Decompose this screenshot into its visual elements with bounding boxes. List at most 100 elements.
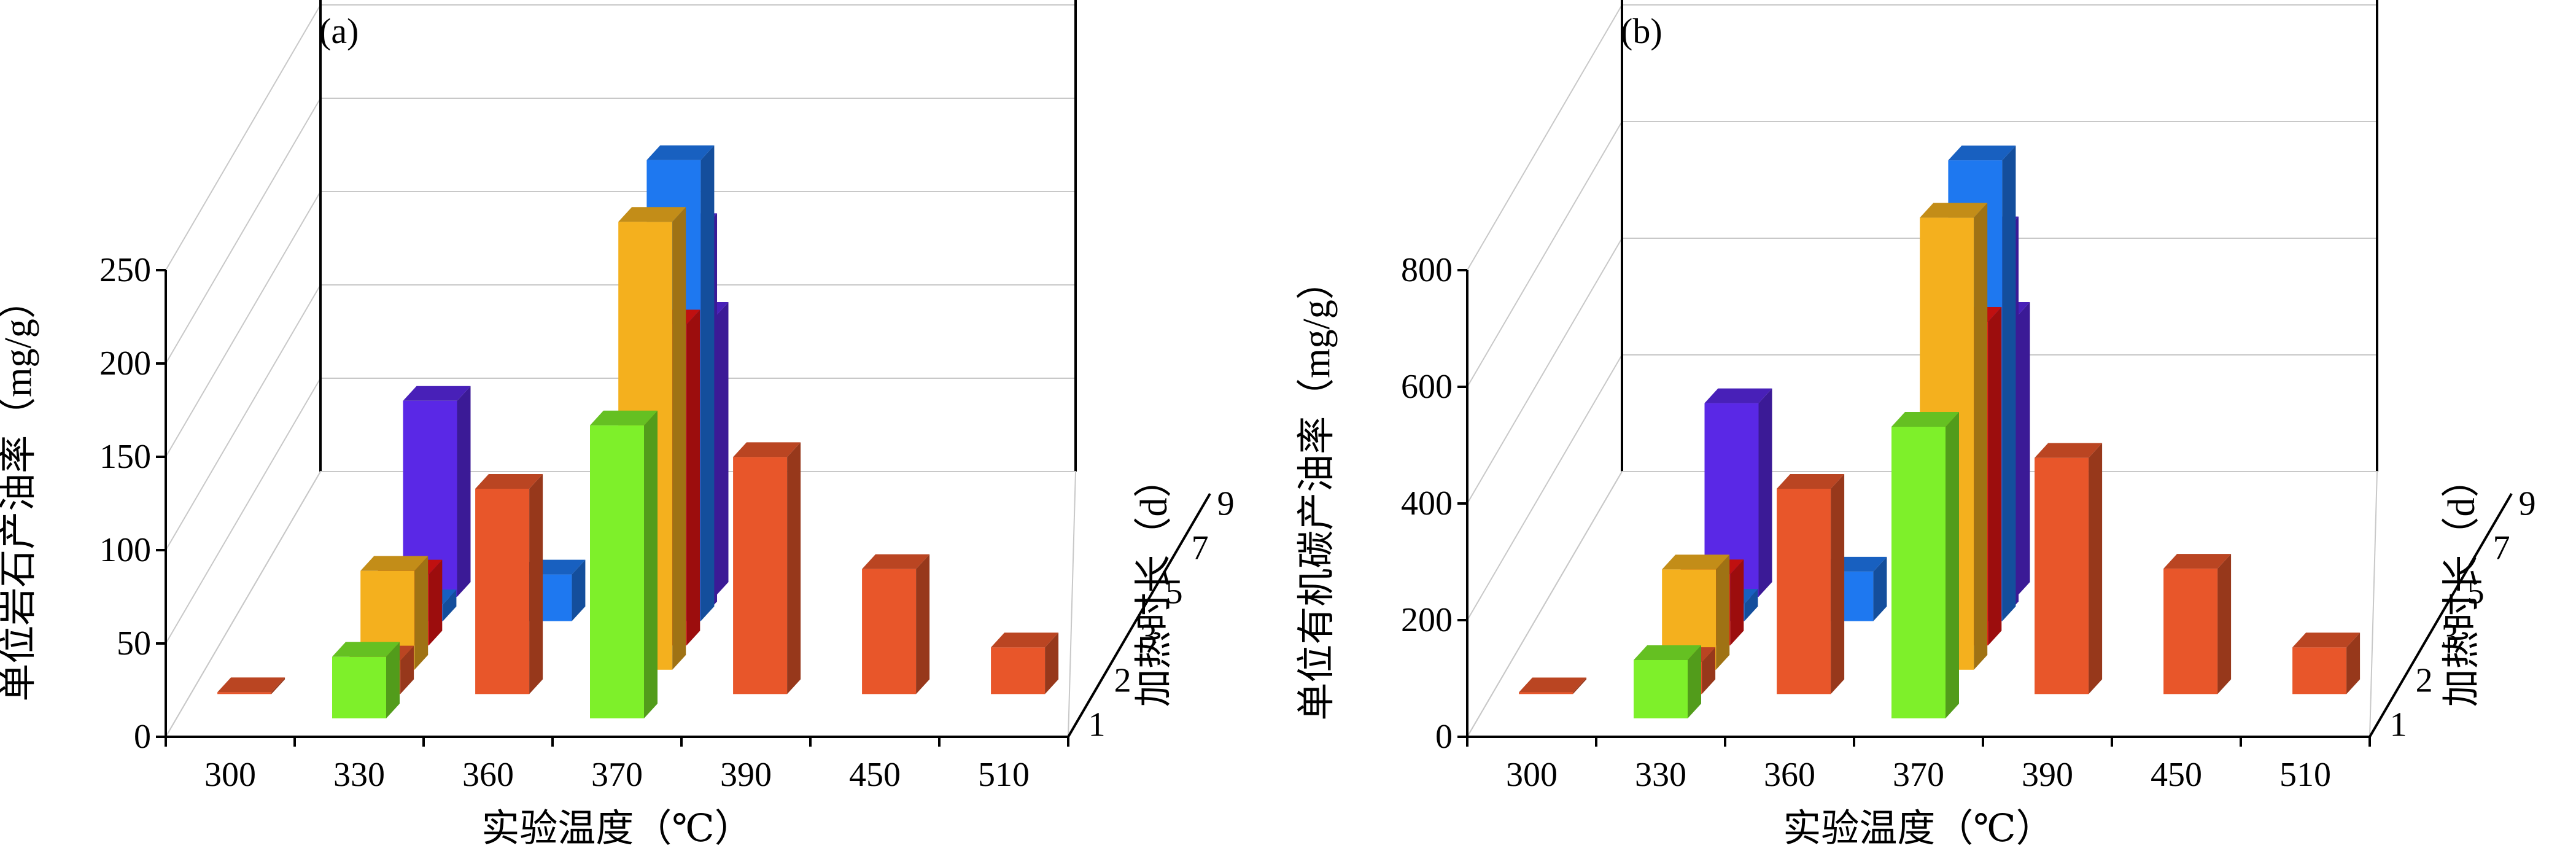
z-tick-label: 5 bbox=[2467, 573, 2485, 611]
z-axis-title: 加热时长（d） bbox=[1133, 459, 1175, 707]
bar-side-face bbox=[414, 556, 429, 670]
bar-top-face bbox=[618, 207, 686, 222]
bar-front-face bbox=[2035, 457, 2089, 694]
bar-side-face bbox=[443, 589, 457, 621]
bar-front-face bbox=[2292, 647, 2347, 694]
bar-top-face bbox=[2035, 443, 2103, 458]
bar-front-face bbox=[217, 692, 272, 694]
y-tick-label: 800 bbox=[1401, 251, 1453, 289]
side-wall-gridline bbox=[1467, 354, 1623, 621]
bar-side-face bbox=[1831, 474, 1845, 694]
bar-side-face bbox=[1688, 645, 1701, 718]
bar-side-face bbox=[2089, 443, 2103, 694]
bar-top-face bbox=[1891, 412, 1959, 427]
x-tick-label: 450 bbox=[849, 756, 901, 794]
bar-side-face bbox=[1974, 203, 1988, 670]
z-tick-label: 7 bbox=[1192, 529, 1209, 567]
bar-front-face bbox=[862, 569, 917, 694]
bar-side-face bbox=[1988, 306, 2002, 646]
bar-390-2 bbox=[2035, 443, 2103, 694]
bar-front-face bbox=[2163, 569, 2218, 694]
bar-510-2 bbox=[2292, 632, 2361, 694]
bar-side-face bbox=[787, 442, 801, 694]
bar-side-face bbox=[271, 677, 285, 694]
bar-side-face bbox=[686, 309, 700, 646]
y-tick-label: 200 bbox=[99, 344, 151, 383]
chart-panel-a: 0 50 100 150 200 250 300 330 360 370 390 450 510 实验温度… bbox=[0, 0, 1235, 850]
side-wall-gridline bbox=[165, 191, 321, 457]
bar-top-face bbox=[1920, 203, 1988, 218]
bar-front-face bbox=[475, 489, 530, 694]
bar-top-face bbox=[2292, 632, 2361, 648]
bar-top-face bbox=[2163, 554, 2232, 569]
bar-side-face bbox=[1873, 556, 1887, 621]
bar-side-face bbox=[2016, 302, 2030, 597]
panel-label: (b) bbox=[1621, 11, 1662, 51]
x-tick-label: 300 bbox=[204, 756, 256, 794]
z-tick-label: 1 bbox=[1088, 705, 1106, 744]
z-tick-label: 3 bbox=[2442, 617, 2459, 655]
bar-side-face bbox=[457, 386, 471, 597]
bar-top-face bbox=[1777, 474, 1845, 489]
bar-top-face bbox=[590, 410, 658, 426]
side-wall-gridline bbox=[1467, 4, 1623, 271]
z-tick-label: 3 bbox=[1140, 617, 1157, 655]
bar-side-face bbox=[1744, 589, 1758, 621]
x-tick-label: 510 bbox=[2279, 756, 2331, 794]
bar-top-face bbox=[646, 145, 715, 160]
bar-series bbox=[217, 145, 1059, 718]
bar-side-face bbox=[1573, 677, 1587, 694]
bar-front-face bbox=[332, 656, 386, 718]
y-axis-title: 单位岩石产油率（mg/g） bbox=[0, 281, 39, 701]
side-wall-gridline bbox=[165, 378, 321, 644]
x-tick-label: 330 bbox=[1635, 756, 1686, 794]
z-tick-label: 5 bbox=[1166, 573, 1183, 611]
x-tick-label: 450 bbox=[2151, 756, 2202, 794]
z-tick-label: 9 bbox=[2519, 484, 2536, 523]
bar-front-face bbox=[1777, 489, 1831, 694]
bar-series bbox=[1519, 146, 2361, 718]
x-tick-label: 360 bbox=[1764, 756, 1815, 794]
bar-top-face bbox=[733, 442, 801, 457]
x-tick-label: 370 bbox=[1893, 756, 1944, 794]
bar-top-face bbox=[403, 386, 471, 401]
x-tick-label: 510 bbox=[978, 756, 1030, 794]
bar-390-2 bbox=[733, 442, 801, 694]
bar-side-face bbox=[529, 474, 543, 694]
bar-side-face bbox=[916, 554, 930, 694]
bar-side-face bbox=[429, 559, 443, 646]
y-tick-label: 250 bbox=[99, 251, 151, 289]
bar-side-face bbox=[644, 410, 658, 718]
x-axis-title: 实验温度（℃） bbox=[481, 808, 752, 850]
side-wall-gridline bbox=[1467, 238, 1623, 504]
z-tick-label: 7 bbox=[2493, 529, 2510, 567]
x-tick-label: 390 bbox=[2022, 756, 2073, 794]
bar-360-2 bbox=[475, 474, 543, 694]
x-tick-label: 330 bbox=[333, 756, 385, 794]
bar-side-face bbox=[2346, 632, 2361, 694]
bar-front-face bbox=[1634, 660, 1688, 718]
bar-top-face bbox=[475, 474, 543, 489]
bar-330-1 bbox=[1634, 645, 1701, 718]
bar-top-face bbox=[1519, 677, 1587, 693]
bar-side-face bbox=[1045, 632, 1059, 694]
bar-330-1 bbox=[332, 642, 400, 718]
bar-top-face bbox=[1634, 645, 1701, 660]
y-tick-label: 150 bbox=[99, 438, 151, 476]
z-tick-label: 9 bbox=[1217, 484, 1235, 523]
bar-370-1 bbox=[1891, 412, 1959, 718]
bar-side-face bbox=[1758, 388, 1772, 597]
bar-side-face bbox=[672, 207, 686, 670]
bar-side-face bbox=[1716, 554, 1730, 670]
y-tick-label: 50 bbox=[117, 624, 151, 663]
bar-side-face bbox=[700, 145, 715, 621]
bar-side-face bbox=[1946, 412, 1959, 718]
side-wall-gridline bbox=[165, 284, 321, 551]
x-tick-label: 360 bbox=[462, 756, 514, 794]
y-tick-label: 400 bbox=[1401, 484, 1453, 523]
z-axis-line bbox=[1067, 492, 1211, 738]
bar-top-face bbox=[991, 632, 1059, 648]
side-wall-gridline bbox=[165, 4, 321, 271]
y-tick-label: 600 bbox=[1401, 368, 1453, 406]
